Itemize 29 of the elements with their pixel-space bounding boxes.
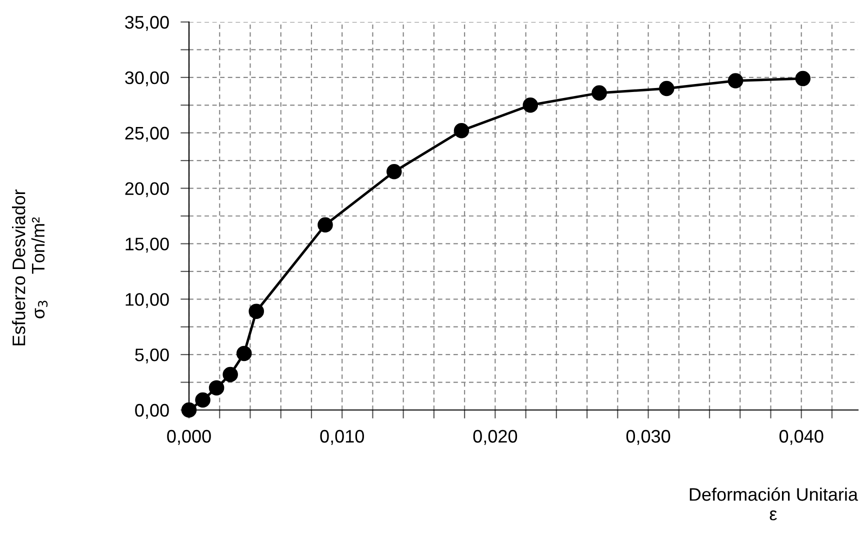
x-tick-label: 0,000 <box>167 430 211 445</box>
point <box>222 366 238 382</box>
text: Esfuerzo Desviador σ$_{3}$ Ton/m² <box>12 190 48 346</box>
y-tick-label: 5,00 <box>135 348 169 364</box>
y-tick-label: 30,00 <box>125 71 169 86</box>
point <box>592 85 607 101</box>
y-tick-label: 10,00 <box>126 293 169 308</box>
point <box>386 164 402 180</box>
y-tick-label: 25,00 <box>125 126 169 142</box>
x-tick-label: 0,030 <box>626 430 670 445</box>
point <box>728 73 744 88</box>
point <box>454 123 470 138</box>
x-tick-label: 0,040 <box>779 430 824 445</box>
point <box>795 70 811 86</box>
point <box>248 304 264 319</box>
point <box>181 402 197 418</box>
x-tick-label: 0,010 <box>320 430 364 445</box>
point <box>659 80 674 96</box>
point <box>318 217 333 233</box>
y-tick-label: 20,00 <box>125 182 169 198</box>
point <box>195 392 210 408</box>
y-tick-label: 0,00 <box>135 404 169 419</box>
point <box>208 380 224 396</box>
y-tick-label: 35,00 <box>125 16 169 31</box>
x-tick-label: 0,020 <box>473 430 518 445</box>
y-tick-label: 15,00 <box>126 238 169 253</box>
x-axis-title: Deformación Unitaria ε <box>690 487 858 520</box>
point <box>236 346 252 362</box>
point <box>522 98 538 113</box>
